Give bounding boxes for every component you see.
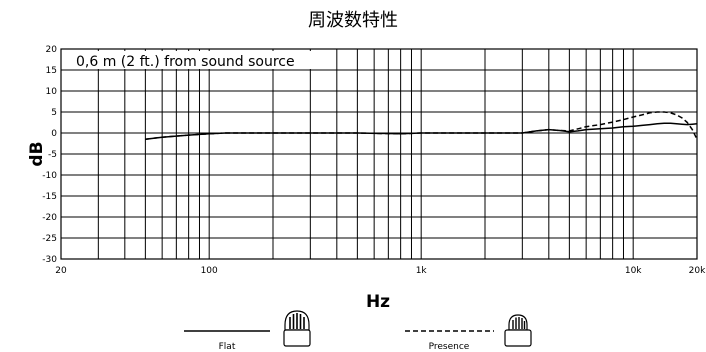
x-tick-label: 100	[201, 266, 218, 276]
y-tick-label: -10	[42, 171, 57, 181]
plot-frame	[60, 48, 698, 260]
series-line-flat	[145, 122, 698, 141]
mic-icon-flat	[283, 310, 311, 347]
y-tick-label: 20	[46, 45, 58, 55]
series-lines	[145, 111, 698, 141]
mic-icon-presence	[504, 314, 532, 347]
legend-label-presence: Presence	[429, 342, 470, 352]
y-grid	[61, 69, 697, 239]
x-tick-label: 20k	[689, 266, 706, 276]
x-tick-label: 1k	[416, 266, 428, 276]
chart-annotation: 0,6 m (2 ft.) from sound source	[76, 54, 295, 70]
series-line-presence	[145, 111, 698, 141]
annotation-background	[72, 51, 324, 69]
y-tick-label: -15	[42, 192, 57, 202]
y-tick-label: 5	[51, 108, 57, 118]
legend: Flat Presence	[184, 310, 532, 352]
x-axis-label: Hz	[366, 292, 390, 312]
y-tick-label: 0	[51, 129, 57, 139]
y-tick-label: -20	[42, 213, 57, 223]
y-axis-label: dB	[27, 141, 47, 166]
y-tick-label: -25	[42, 234, 57, 244]
legend-label-flat: Flat	[219, 342, 236, 352]
y-tick-label: 15	[46, 66, 57, 76]
y-tick-labels: 20 15 10 5 0 -5 -10 -15 -20 -25 -30	[42, 45, 57, 265]
chart-title: 周波数特性	[308, 10, 398, 31]
y-tick-label: 10	[46, 87, 58, 97]
y-tick-label: -5	[48, 150, 57, 160]
x-tick-labels: 20 100 1k 10k 20k	[55, 266, 706, 276]
y-tick-label: -30	[42, 255, 57, 265]
x-tick-label: 20	[55, 266, 67, 276]
x-tick-label: 10k	[625, 266, 642, 276]
